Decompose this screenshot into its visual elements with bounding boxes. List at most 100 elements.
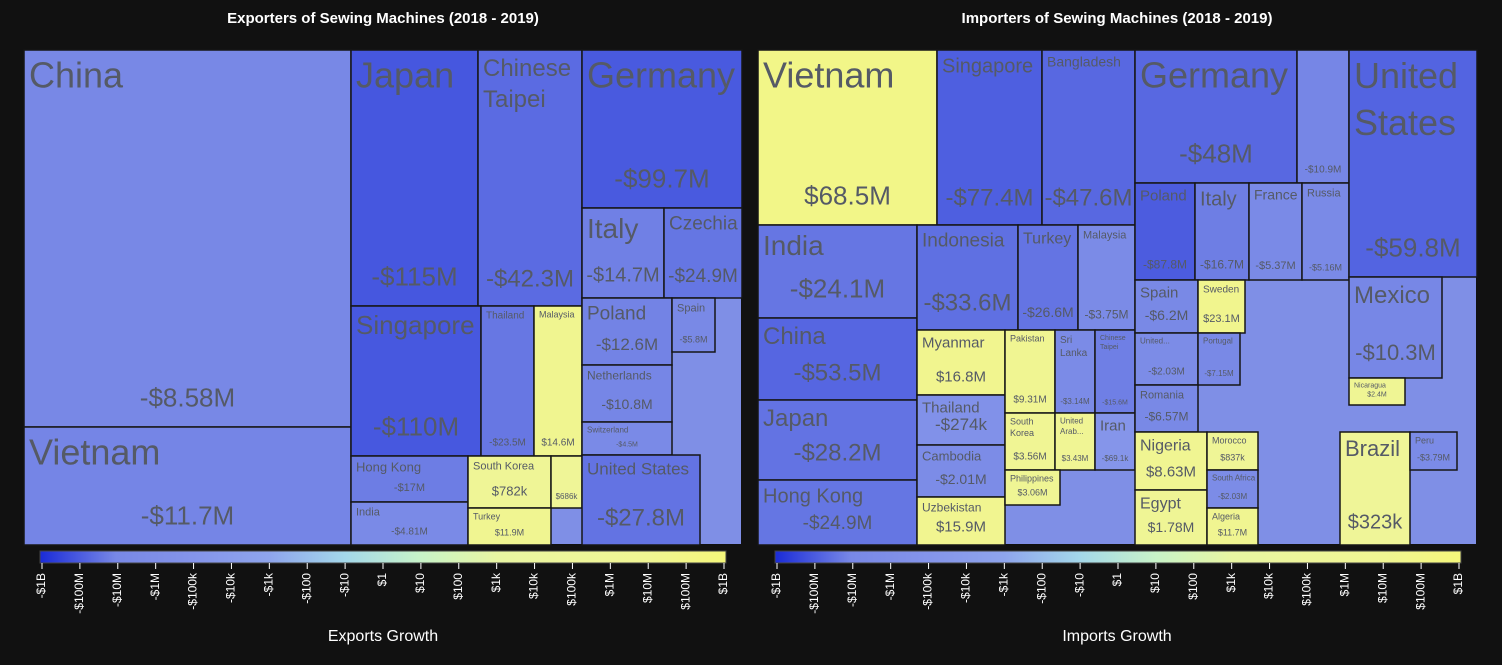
cell-value: $16.8M: [936, 368, 986, 385]
treemap-cell: [1054, 412, 1096, 471]
treemap-cell: [1004, 412, 1056, 471]
cell-value: -$2.03M: [1218, 492, 1248, 501]
colorbar-tick-label: -$100M: [72, 573, 86, 614]
cell-value: -$115M: [371, 261, 457, 291]
treemap-cell: [1409, 431, 1458, 471]
colorbar-tick-label: -$1B: [34, 573, 48, 598]
treemap-cell: [757, 317, 918, 401]
cell-value: -$27.8M: [597, 505, 685, 532]
colorbar-tick-label: $1: [375, 573, 389, 587]
cell-value: -$110M: [373, 411, 459, 441]
cell-name: Thailand: [486, 311, 524, 322]
treemap-cell: [757, 49, 938, 226]
treemap: Importers of Sewing Machines (2018 - 201…: [757, 10, 1478, 645]
treemap-cell: [1197, 332, 1241, 386]
treemap-cell: [916, 329, 1006, 396]
cell-value: -$10.8M: [601, 396, 652, 412]
cell-value: $1.78M: [1148, 519, 1195, 535]
cell-name: Singapore: [356, 310, 475, 340]
cell-value: $9.31M: [1013, 395, 1046, 406]
cell-name: Switzerland: [587, 426, 628, 435]
cell-value: -$3.14M: [1060, 397, 1090, 406]
cell-name: India: [356, 507, 381, 519]
cell-value: $8.63M: [1146, 463, 1196, 480]
treemap-cell: [1206, 431, 1259, 471]
colorbar-tick-label: $10k: [527, 572, 541, 599]
cell-name: Italy: [587, 213, 638, 244]
cell-name: India: [763, 230, 824, 261]
cell-value: -$24.9M: [803, 513, 873, 534]
cell-value: $23.1M: [1203, 313, 1240, 325]
treemap-cell: [1339, 431, 1411, 546]
cell-name: Algeria: [1212, 512, 1240, 522]
cell-name: Egypt: [1140, 495, 1181, 512]
cell-value: $686k: [556, 492, 579, 501]
cell-name: United...: [1140, 337, 1170, 346]
treemap-cell: [1206, 507, 1259, 546]
cell-value: $837k: [1220, 452, 1245, 462]
cell-name: Cambodia: [922, 449, 982, 464]
colorbar-tick-label: -$100k: [921, 572, 935, 610]
cell-name: Iran: [1100, 417, 1126, 434]
treemap-cell: [1077, 224, 1136, 331]
colorbar-tick-label: $100M: [678, 573, 692, 610]
cell-value: -$3.79M: [1417, 452, 1450, 462]
cell-value: -$8.58M: [140, 382, 235, 412]
treemap-cell: [1004, 469, 1061, 506]
treemap-cell: [916, 444, 1006, 498]
cell-name: Japan: [356, 55, 454, 96]
cell-name: Vietnam: [763, 55, 894, 96]
cell-value: -$24.1M: [790, 273, 885, 303]
cell-name: Japan: [763, 405, 828, 432]
cell-name: Mexico: [1354, 282, 1430, 309]
cell-name: South Korea: [473, 461, 535, 473]
cell-name: Myanmar: [922, 334, 985, 351]
cell-name: Thailand: [922, 399, 980, 416]
treemap-cell: [1134, 332, 1199, 386]
colorbar-tick-label: -$100M: [807, 573, 821, 614]
cell-value: -$26.6M: [1022, 304, 1073, 320]
colorbar-tick-label: $10: [413, 573, 427, 593]
colorbar-tick-label: -$10k: [224, 572, 238, 603]
cell-name: Pakistan: [1010, 334, 1045, 344]
cell-name: Morocco: [1212, 436, 1247, 446]
treemap-cell: [467, 507, 552, 546]
colorbar-tick-label: -$10k: [959, 572, 973, 603]
cell-value: -$4.81M: [391, 527, 428, 538]
treemap-cell: [916, 394, 1006, 446]
colorbar-tick-label: $10k: [1262, 572, 1276, 599]
treemap-cell: [581, 49, 743, 209]
colorbar-tick-label: $1B: [1451, 573, 1465, 594]
treemap: Exporters of Sewing Machines (2018 - 201…: [23, 10, 743, 645]
treemap-cell: [936, 49, 1043, 226]
colorbar-tick-label: $10: [1148, 573, 1162, 593]
cell-value: -$42.3M: [486, 266, 574, 293]
treemap-cell: [1296, 49, 1350, 184]
colorbar-tick-label: $1B: [716, 573, 730, 594]
cell-name: Turkey: [1023, 230, 1071, 247]
treemap-cell: [1054, 329, 1096, 414]
treemap-cell: [350, 501, 469, 546]
cell-name: Indonesia: [922, 230, 1005, 251]
cell-value: -$16.7M: [1200, 257, 1244, 271]
cell-name: United States: [587, 459, 689, 478]
cell-value: -$10.3M: [1355, 340, 1436, 365]
treemap-cell: [1004, 329, 1056, 414]
cell-value: -$6.57M: [1144, 409, 1188, 423]
cell-name: Nigeria: [1140, 437, 1191, 454]
cell-value: -$274k: [935, 415, 987, 434]
cell-value: -$5.16M: [1309, 262, 1342, 272]
cell-name: Peru: [1415, 436, 1434, 446]
cell-name: Hong Kong: [356, 460, 421, 475]
treemap-cell: [1348, 377, 1406, 406]
colorbar-tick-label: $10M: [640, 573, 654, 603]
colorbar-tick-label: -$1B: [769, 573, 783, 598]
cell-value: -$2.01M: [935, 471, 986, 487]
cell-name: Poland: [587, 303, 646, 324]
cell-value: $323k: [1348, 511, 1403, 533]
treemap-cell: [350, 455, 469, 503]
colorbar-title: Imports Growth: [1062, 628, 1171, 645]
treemap-cell: [1134, 279, 1199, 334]
colorbar-tick-label: $10M: [1375, 573, 1389, 603]
